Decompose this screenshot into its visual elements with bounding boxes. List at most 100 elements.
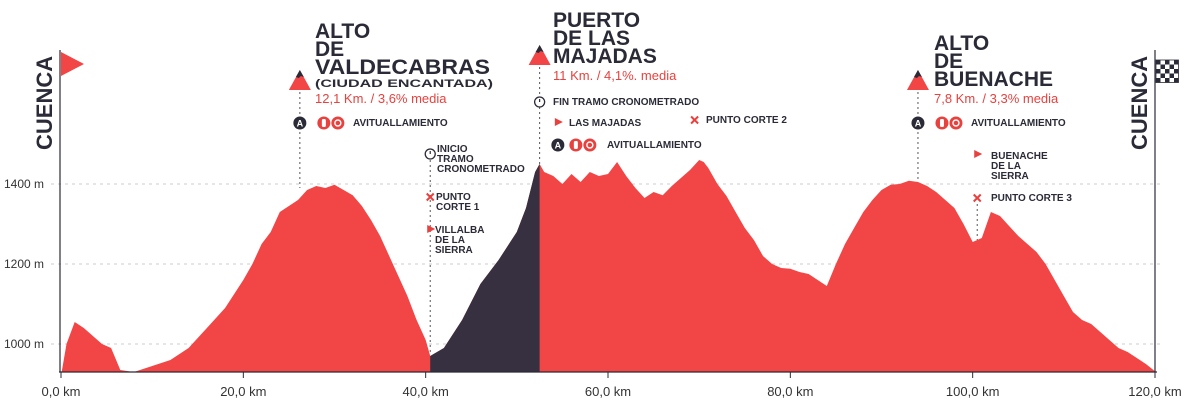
checker-square bbox=[1165, 78, 1170, 83]
feed-zone-badge-icon bbox=[911, 116, 925, 130]
checker-square bbox=[1160, 60, 1165, 65]
climb-title-line: ALTO bbox=[934, 32, 989, 55]
mountain-icon bbox=[288, 70, 311, 90]
timed-start-label: INICIO bbox=[437, 144, 468, 155]
checker-square bbox=[1174, 73, 1179, 78]
checker-square bbox=[1165, 69, 1170, 74]
town-label: VILLALBA bbox=[435, 225, 484, 236]
climb-title-line: PUERTO bbox=[553, 9, 640, 32]
climb-subtitle: (CIUDAD ENCANTADA) bbox=[315, 78, 493, 90]
climb-stats: 7,8 Km. / 3,3% media bbox=[934, 91, 1059, 106]
checker-square bbox=[1156, 64, 1161, 69]
cut-point-label: PUNTO CORTE 2 bbox=[706, 115, 787, 126]
marker-layer: A A A bbox=[288, 45, 983, 352]
axis-layer: 1000 m 1200 m 1400 m 0,0 km 20,0 km 40,0 km 60… bbox=[4, 177, 1182, 399]
food-icon-glyph bbox=[952, 119, 960, 127]
cut-point-icon-stroke bbox=[426, 192, 435, 202]
cut-point-label: PUNTO bbox=[436, 192, 471, 203]
timed-segment-area bbox=[430, 164, 540, 372]
climb-title-line: DE bbox=[934, 50, 963, 73]
town-flag-icon bbox=[427, 225, 436, 233]
x-tick-label: 20,0 km bbox=[220, 384, 266, 399]
feed-zone-badge-icon bbox=[551, 138, 565, 152]
climb-title-line: ALTO bbox=[315, 20, 370, 43]
climb-buenache: ALTO DE BUENACHE 7,8 Km. / 3,3% media bbox=[934, 32, 1059, 106]
town-label: LAS MAJADAS bbox=[569, 118, 642, 129]
bottle-icon-glyph bbox=[939, 119, 944, 127]
y-tick-label: 1200 m bbox=[4, 257, 44, 271]
checker-square bbox=[1169, 64, 1174, 69]
checker-square bbox=[1156, 73, 1161, 78]
town-flag-icon bbox=[974, 150, 983, 158]
checker-square bbox=[1160, 78, 1165, 83]
climb-title-line: VALDECABRAS bbox=[315, 56, 490, 79]
x-tick-label: 100,0 km bbox=[946, 384, 999, 399]
checker-border bbox=[1155, 59, 1179, 83]
mountain-peak-icon bbox=[295, 70, 304, 78]
food-icon bbox=[949, 116, 963, 130]
town-label: SIERRA bbox=[435, 245, 473, 256]
town-label: DE LA bbox=[435, 235, 465, 246]
climb-majadas: PUERTO DE LAS MAJADAS 11 Km. / 4,1%. med… bbox=[553, 9, 677, 83]
climb-title-line: MAJADAS bbox=[553, 45, 657, 68]
y-tick-label: 1000 m bbox=[4, 337, 44, 351]
food-icon bbox=[583, 138, 597, 152]
feed-zone-badge-letter: A bbox=[297, 119, 304, 129]
finish-city-label: CUENCA bbox=[1127, 56, 1152, 150]
x-tick-label: 120,0 km bbox=[1128, 384, 1181, 399]
food-icon-glyph bbox=[334, 119, 342, 127]
checker-square bbox=[1174, 60, 1179, 65]
checker-square bbox=[1165, 73, 1170, 78]
cut-point-icon-stroke bbox=[690, 115, 699, 125]
town-label: SIERRA bbox=[991, 171, 1029, 182]
x-tick-label: 60,0 km bbox=[585, 384, 631, 399]
x-tick-label: 0,0 km bbox=[41, 384, 80, 399]
timed-start-label: CRONOMETRADO bbox=[437, 164, 525, 175]
feed-zone-label: AVITUALLAMIENTO bbox=[607, 140, 702, 151]
timed-start-label: TRAMO bbox=[437, 154, 474, 165]
elevation-area bbox=[61, 160, 1155, 376]
checker-square bbox=[1174, 78, 1179, 83]
checker-square bbox=[1156, 60, 1161, 65]
checker-square bbox=[1174, 69, 1179, 74]
checker-square bbox=[1160, 73, 1165, 78]
finish-marker: CUENCA bbox=[1127, 50, 1179, 372]
food-icon bbox=[331, 116, 345, 130]
cut-point-icon-stroke bbox=[973, 193, 982, 203]
start-marker: CUENCA bbox=[32, 50, 84, 372]
checker-square bbox=[1165, 60, 1170, 65]
checker-square bbox=[1156, 78, 1161, 83]
x-tick-label: 80,0 km bbox=[767, 384, 813, 399]
timed-end-label: FIN TRAMO CRONOMETRADO bbox=[553, 97, 699, 108]
checker-square bbox=[1169, 73, 1174, 78]
town-label: DE LA bbox=[991, 161, 1021, 172]
checker-square bbox=[1160, 69, 1165, 74]
checker-square bbox=[1169, 78, 1174, 83]
food-icon-glyph bbox=[586, 141, 594, 149]
mountain-peak-icon bbox=[535, 45, 544, 53]
climb-valdecabras: ALTO DE VALDECABRAS (CIUDAD ENCANTADA) 1… bbox=[315, 20, 493, 106]
start-city-label: CUENCA bbox=[32, 56, 57, 150]
feed-zone-badge-icon bbox=[293, 116, 307, 130]
cut-point-label: CORTE 1 bbox=[436, 202, 480, 213]
checkered-flag-icon bbox=[1155, 59, 1179, 83]
climb-title-line: BUENACHE bbox=[934, 68, 1053, 91]
bottle-icon-glyph bbox=[321, 119, 326, 127]
checker-square bbox=[1174, 64, 1179, 69]
climb-stats: 12,1 Km. / 3,6% media bbox=[315, 91, 447, 106]
checker-square bbox=[1169, 69, 1174, 74]
checker-square bbox=[1156, 69, 1161, 74]
feed-zone-badge-letter: A bbox=[555, 141, 562, 151]
feed-zone-badge-letter: A bbox=[915, 119, 922, 129]
x-tick-label: 40,0 km bbox=[403, 384, 449, 399]
feed-zone-label: AVITUALLAMIENTO bbox=[353, 118, 448, 129]
mountain-icon bbox=[528, 45, 551, 65]
town-flag-icon bbox=[554, 118, 563, 126]
checker-square bbox=[1169, 60, 1174, 65]
mountain-icon bbox=[906, 70, 929, 90]
climb-title-line: DE LAS bbox=[553, 27, 630, 50]
town-label: BUENACHE bbox=[991, 151, 1048, 162]
y-tick-label: 1400 m bbox=[4, 177, 44, 191]
cut-point-label: PUNTO CORTE 3 bbox=[991, 193, 1072, 204]
